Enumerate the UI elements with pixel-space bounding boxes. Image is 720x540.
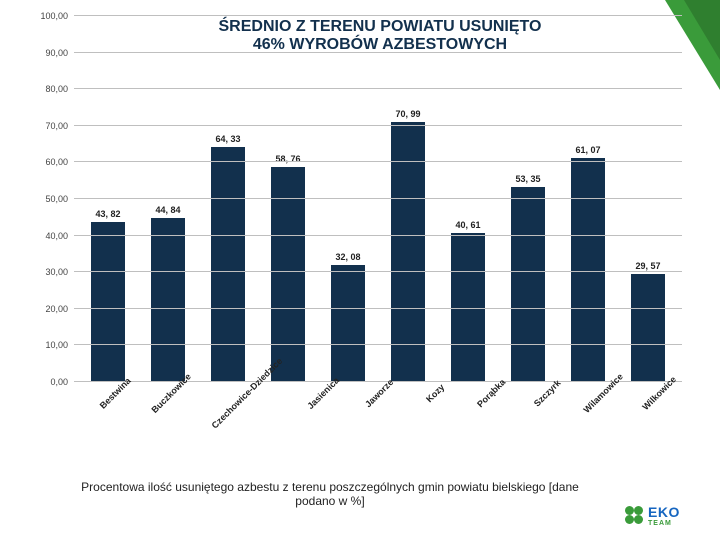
grid-line <box>74 52 682 53</box>
bar-bestwina: 43, 82 <box>78 16 138 382</box>
bar: 29, 57 <box>631 274 666 382</box>
bar-value-label: 61, 07 <box>575 145 600 158</box>
bar-value-label: 43, 82 <box>95 209 120 222</box>
bar-wilamowice: 61, 07 <box>558 16 618 382</box>
y-tick-label: 10,00 <box>45 340 74 350</box>
bar-jaworze: 32, 08 <box>318 16 378 382</box>
grid-line <box>74 235 682 236</box>
y-tick-label: 20,00 <box>45 304 74 314</box>
logo: EKO TEAM <box>624 498 712 532</box>
logo-text: EKO TEAM <box>648 504 680 527</box>
y-tick-label: 70,00 <box>45 121 74 131</box>
bar-kozy: 70, 99 <box>378 16 438 382</box>
bar: 53, 35 <box>511 187 546 382</box>
plot-area: 43, 82 44, 84 64, 33 58, 76 32, 08 70, 99 40, … <box>74 16 682 382</box>
bar-value-label: 64, 33 <box>215 134 240 147</box>
y-tick-label: 100,00 <box>40 11 74 21</box>
bar-jasienica: 58, 76 <box>258 16 318 382</box>
grid-line <box>74 198 682 199</box>
bar: 43, 82 <box>91 222 126 382</box>
x-axis-labels: BestwinaBuczkowiceCzechowice-DziedziceJa… <box>78 384 678 446</box>
clover-icon <box>624 505 644 525</box>
grid-line <box>74 15 682 16</box>
grid-line <box>74 271 682 272</box>
bar-wilkowice: 29, 57 <box>618 16 678 382</box>
bar-por-bka: 40, 61 <box>438 16 498 382</box>
grid-line <box>74 125 682 126</box>
bar: 44, 84 <box>151 218 186 382</box>
bar-value-label: 70, 99 <box>395 109 420 122</box>
bar-value-label: 32, 08 <box>335 252 360 265</box>
y-tick-label: 80,00 <box>45 84 74 94</box>
grid-line <box>74 344 682 345</box>
bar-value-label: 53, 35 <box>515 174 540 187</box>
y-tick-label: 40,00 <box>45 231 74 241</box>
bar-chart: 43, 82 44, 84 64, 33 58, 76 32, 08 70, 99 40, … <box>38 16 682 446</box>
bar-czechowice-dziedzice: 64, 33 <box>198 16 258 382</box>
bar: 58, 76 <box>271 167 306 382</box>
corner-accent-inner <box>684 0 720 60</box>
y-tick-label: 60,00 <box>45 157 74 167</box>
y-tick-label: 50,00 <box>45 194 74 204</box>
bars-container: 43, 82 44, 84 64, 33 58, 76 32, 08 70, 99 40, … <box>78 16 678 382</box>
caption: Procentowa ilość usuniętego azbestu z te… <box>60 480 600 508</box>
bar: 64, 33 <box>211 147 246 382</box>
grid-line <box>74 308 682 309</box>
bar-value-label: 44, 84 <box>155 205 180 218</box>
y-tick-label: 90,00 <box>45 48 74 58</box>
bar-buczkowice: 44, 84 <box>138 16 198 382</box>
grid-line <box>74 88 682 89</box>
y-tick-label: 0,00 <box>50 377 74 387</box>
bar: 32, 08 <box>331 265 366 382</box>
bar-szczyrk: 53, 35 <box>498 16 558 382</box>
grid-line <box>74 161 682 162</box>
y-tick-label: 30,00 <box>45 267 74 277</box>
bar-value-label: 40, 61 <box>455 220 480 233</box>
